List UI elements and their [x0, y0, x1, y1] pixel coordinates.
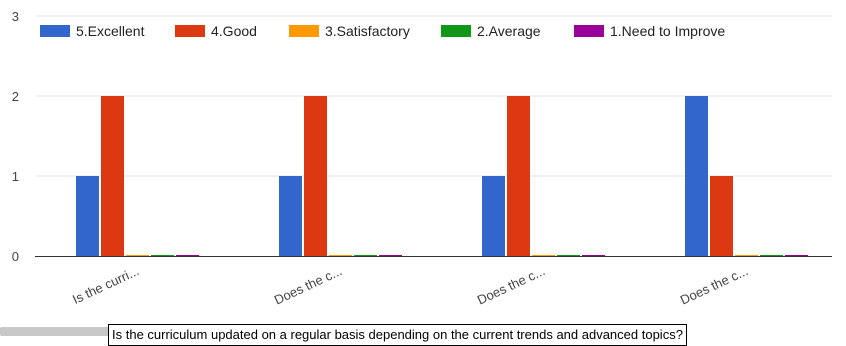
bar-3-2[interactable] [329, 255, 352, 256]
bar-5-4[interactable] [785, 255, 808, 256]
bar-2-3[interactable] [507, 96, 530, 256]
grid-lines [35, 15, 832, 177]
legend-label[interactable]: 4.Good [211, 23, 257, 39]
bar-1-4[interactable] [685, 96, 708, 256]
bars [76, 96, 808, 256]
tooltip: Is the curriculum updated on a regular b… [108, 324, 687, 346]
bar-1-1[interactable] [76, 176, 99, 256]
bar-4-3[interactable] [557, 255, 580, 256]
bar-5-1[interactable] [176, 255, 199, 256]
bar-4-2[interactable] [354, 255, 377, 256]
legend-swatch[interactable] [441, 25, 471, 37]
bar-4-4[interactable] [760, 255, 783, 256]
bar-2-2[interactable] [304, 96, 327, 256]
x-category-label: Does the c... [475, 263, 547, 307]
legend-swatch[interactable] [574, 25, 604, 37]
x-axis-labels: Is the curri... Does the c... Does the c..… [70, 263, 750, 307]
legend-swatch[interactable] [289, 25, 319, 37]
x-category-label: Does the c... [272, 263, 344, 307]
bar-1-3[interactable] [482, 176, 505, 256]
bar-3-4[interactable] [735, 255, 758, 256]
bar-2-1[interactable] [101, 96, 124, 256]
x-category-label: Does the c... [678, 263, 750, 307]
x-category-label: Is the curri... [70, 263, 141, 307]
legend-label[interactable]: 3.Satisfactory [325, 23, 410, 39]
y-tick-label: 3 [12, 9, 19, 24]
bar-5-2[interactable] [379, 255, 402, 256]
bar-1-2[interactable] [279, 176, 302, 256]
legend-swatch[interactable] [40, 25, 70, 37]
bar-5-3[interactable] [582, 255, 605, 256]
legend[interactable]: 5.Excellent 4.Good 3.Satisfactory 2.Average… [40, 23, 725, 39]
y-tick-label: 0 [12, 249, 19, 264]
y-axis-ticks: 0 1 2 3 [12, 9, 19, 264]
horizontal-scrollbar[interactable] [0, 327, 112, 336]
bar-4-1[interactable] [151, 255, 174, 256]
legend-label[interactable]: 2.Average [477, 23, 541, 39]
bar-3-3[interactable] [532, 255, 555, 256]
legend-label[interactable]: 1.Need to Improve [610, 23, 725, 39]
bar-3-1[interactable] [126, 255, 149, 256]
legend-label[interactable]: 5.Excellent [76, 23, 145, 39]
legend-swatch[interactable] [175, 25, 205, 37]
bar-2-4[interactable] [710, 176, 733, 256]
y-tick-label: 1 [12, 169, 19, 184]
y-tick-label: 2 [12, 89, 19, 104]
